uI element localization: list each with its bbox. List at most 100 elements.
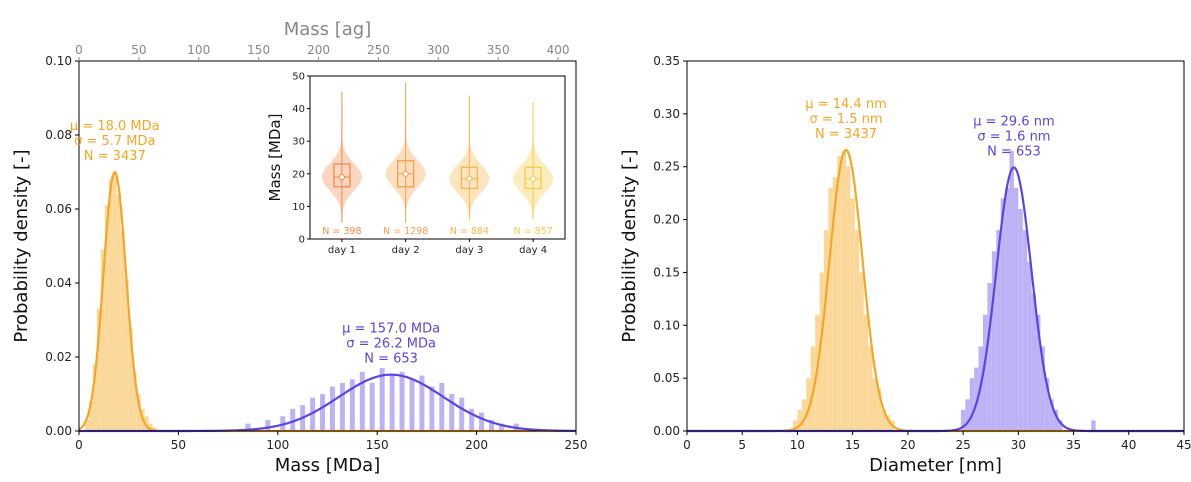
- histogram-bar: [1014, 188, 1018, 431]
- histogram-bar: [1032, 294, 1036, 431]
- fit-curve: [687, 150, 1184, 431]
- annotation-mu: μ = 18.0 MDa: [70, 119, 160, 134]
- y-tick-label: 0.10: [653, 318, 680, 332]
- histogram-bar: [1023, 230, 1027, 431]
- annotation-purple-mass: μ = 157.0 MDa σ = 26.2 MDa N = 653: [342, 322, 440, 367]
- inset-x-tick-label: day 3: [455, 245, 483, 256]
- y-tick-label: 0.20: [653, 213, 680, 227]
- diameter-histogram-bars: [793, 151, 1096, 431]
- histogram-bar: [864, 315, 868, 431]
- x-tick-label: 5: [738, 438, 746, 452]
- histogram-bar: [330, 387, 335, 431]
- y-tick-label: 0.30: [653, 107, 680, 121]
- y-tick-label: 0.00: [45, 424, 72, 438]
- violin-median-point: [339, 174, 344, 179]
- inset-x-tick-label: day 1: [328, 245, 356, 256]
- histogram-bar: [459, 398, 464, 431]
- mass-y-ticks: 0.00 0.02 0.04 0.06 0.08 0.10: [45, 54, 79, 438]
- histogram-bar: [109, 179, 113, 431]
- annotation-purple-diameter: μ = 29.6 nm σ = 1.6 nm N = 653: [973, 114, 1054, 159]
- histogram-bar: [340, 383, 345, 431]
- annotation-sigma: σ = 1.5 nm: [809, 112, 882, 127]
- violin-median-point: [403, 171, 408, 176]
- histogram-bar: [842, 151, 846, 431]
- annotation-n: N = 3437: [815, 127, 877, 142]
- histogram-bar: [846, 167, 850, 431]
- top-tick-label: 300: [427, 43, 450, 57]
- x-tick-label: 40: [1121, 438, 1136, 452]
- inset-y-axis-label: Mass [MDa]: [266, 114, 284, 202]
- y-tick-label: 0.04: [45, 276, 72, 290]
- x-tick-label: 200: [465, 438, 488, 452]
- annotation-sigma: σ = 1.6 nm: [977, 129, 1050, 144]
- y-tick-label: 0.06: [45, 202, 72, 216]
- inset-y-tick-label: 20: [292, 169, 305, 180]
- x-tick-label: 25: [955, 438, 970, 452]
- top-tick-label: 100: [187, 43, 210, 57]
- inset-y-tick-label: 50: [292, 72, 305, 83]
- annotation-n: N = 653: [364, 352, 418, 367]
- annotation-mu: μ = 29.6 nm: [973, 114, 1054, 129]
- histogram-bar: [380, 368, 385, 431]
- x-tick-label: 50: [171, 438, 186, 452]
- inset-n-label: N = 398: [322, 226, 361, 237]
- histogram-bar: [400, 372, 405, 431]
- top-tick-label: 400: [547, 43, 570, 57]
- histogram-bar: [970, 378, 974, 431]
- inset-y-tick-label: 30: [292, 137, 305, 148]
- y-tick-label: 0.15: [653, 265, 680, 279]
- histogram-bar: [1091, 420, 1095, 431]
- top-tick-label: 50: [131, 43, 146, 57]
- x-tick-label: 100: [266, 438, 289, 452]
- mass-x-axis-label: Mass [MDa]: [275, 455, 381, 476]
- annotation-n: N = 3437: [84, 149, 146, 164]
- inset-x-tick-label: day 4: [519, 245, 547, 256]
- histogram-bar: [117, 194, 121, 431]
- histogram-bar: [410, 379, 415, 431]
- diameter-y-axis-label: Probability density [-]: [619, 149, 640, 342]
- annotation-sigma: σ = 5.7 MDa: [74, 134, 155, 149]
- y-tick-label: 0.00: [653, 424, 680, 438]
- histogram-bar: [439, 383, 444, 431]
- inset-violin-chart: 0 10 20 30 40 50 day 1 day 2 day 3 day 4 N = 398…: [266, 72, 565, 257]
- violin-median-point: [467, 176, 472, 181]
- diameter-y-ticks: 0.00 0.05 0.10 0.15 0.20 0.25 0.30 0.35: [653, 54, 687, 438]
- histogram-bar: [1018, 209, 1022, 431]
- histogram-bar: [859, 272, 863, 431]
- x-tick-label: 0: [683, 438, 691, 452]
- fit-curve: [687, 167, 1184, 431]
- top-tick-label: 250: [367, 43, 390, 57]
- histogram-bar: [837, 156, 841, 431]
- top-tick-label: 0: [75, 43, 83, 57]
- x-tick-label: 250: [565, 438, 588, 452]
- inset-x-ticks: day 1 day 2 day 3 day 4: [328, 239, 547, 256]
- mass-y-axis-label: Probability density [-]: [11, 149, 32, 342]
- inset-y-tick-label: 0: [299, 235, 305, 246]
- violin-median-point: [531, 176, 536, 181]
- histogram-bar: [449, 394, 454, 431]
- inset-n-label: N = 884: [450, 226, 489, 237]
- inset-x-tick-label: day 2: [392, 245, 420, 256]
- histogram-bar: [1009, 151, 1013, 431]
- y-tick-label: 0.02: [45, 350, 72, 364]
- histogram-bar: [265, 420, 270, 431]
- y-tick-label: 0.05: [653, 371, 680, 385]
- annotation-mu: μ = 157.0 MDa: [342, 322, 440, 337]
- histogram-bar: [855, 230, 859, 431]
- inset-y-tick-label: 40: [292, 104, 305, 115]
- x-tick-label: 15: [845, 438, 860, 452]
- y-tick-label: 0.08: [45, 128, 72, 142]
- histogram-bar: [479, 413, 484, 432]
- mass-top-axis-label: Mass [ag]: [284, 19, 372, 40]
- diameter-x-ticks: 0 5 10 15 20 25 30 35 40 45: [683, 431, 1191, 452]
- x-tick-label: 10: [790, 438, 805, 452]
- histogram-bar: [868, 346, 872, 431]
- x-tick-label: 0: [75, 438, 83, 452]
- panel-diameter: 0 5 10 15 20 25 30 35 40 45 0.000.050.100.150.200…: [619, 54, 1191, 476]
- top-tick-label: 350: [487, 43, 510, 57]
- inset-y-tick-label: 10: [292, 202, 305, 213]
- histogram-bar: [390, 376, 395, 432]
- y-tick-label: 0.25: [653, 160, 680, 174]
- fit-curve: [79, 375, 576, 431]
